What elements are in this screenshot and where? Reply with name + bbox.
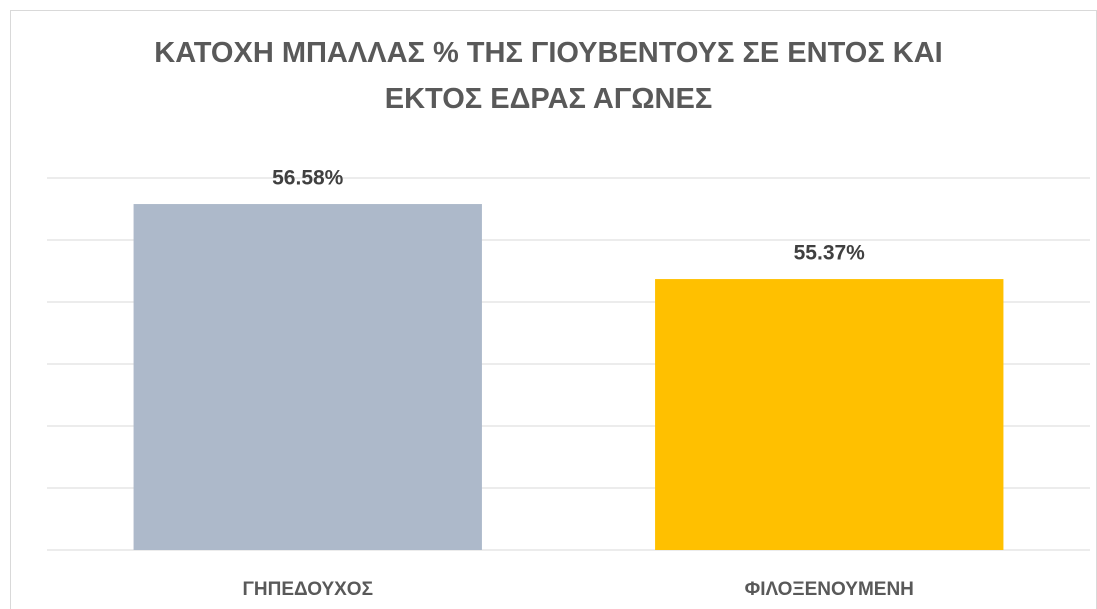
x-tick-label: ΓΗΠΕΔΟΥΧΟΣ — [243, 579, 373, 600]
chart-title: ΚΑΤΟΧΗ ΜΠΑΛΛΑΣ % ΤΗΣ ΓΙΟΥΒΕΝΤΟΥΣ ΣΕ ΕΝΤΟ… — [154, 37, 943, 115]
x-tick-label: ΦΙΛΟΞΕΝΟΥΜΕΝΗ — [745, 579, 914, 600]
data-label: 55.37% — [794, 242, 866, 265]
bar — [655, 279, 1004, 550]
bar — [133, 204, 482, 551]
data-label: 56.58% — [272, 167, 344, 190]
